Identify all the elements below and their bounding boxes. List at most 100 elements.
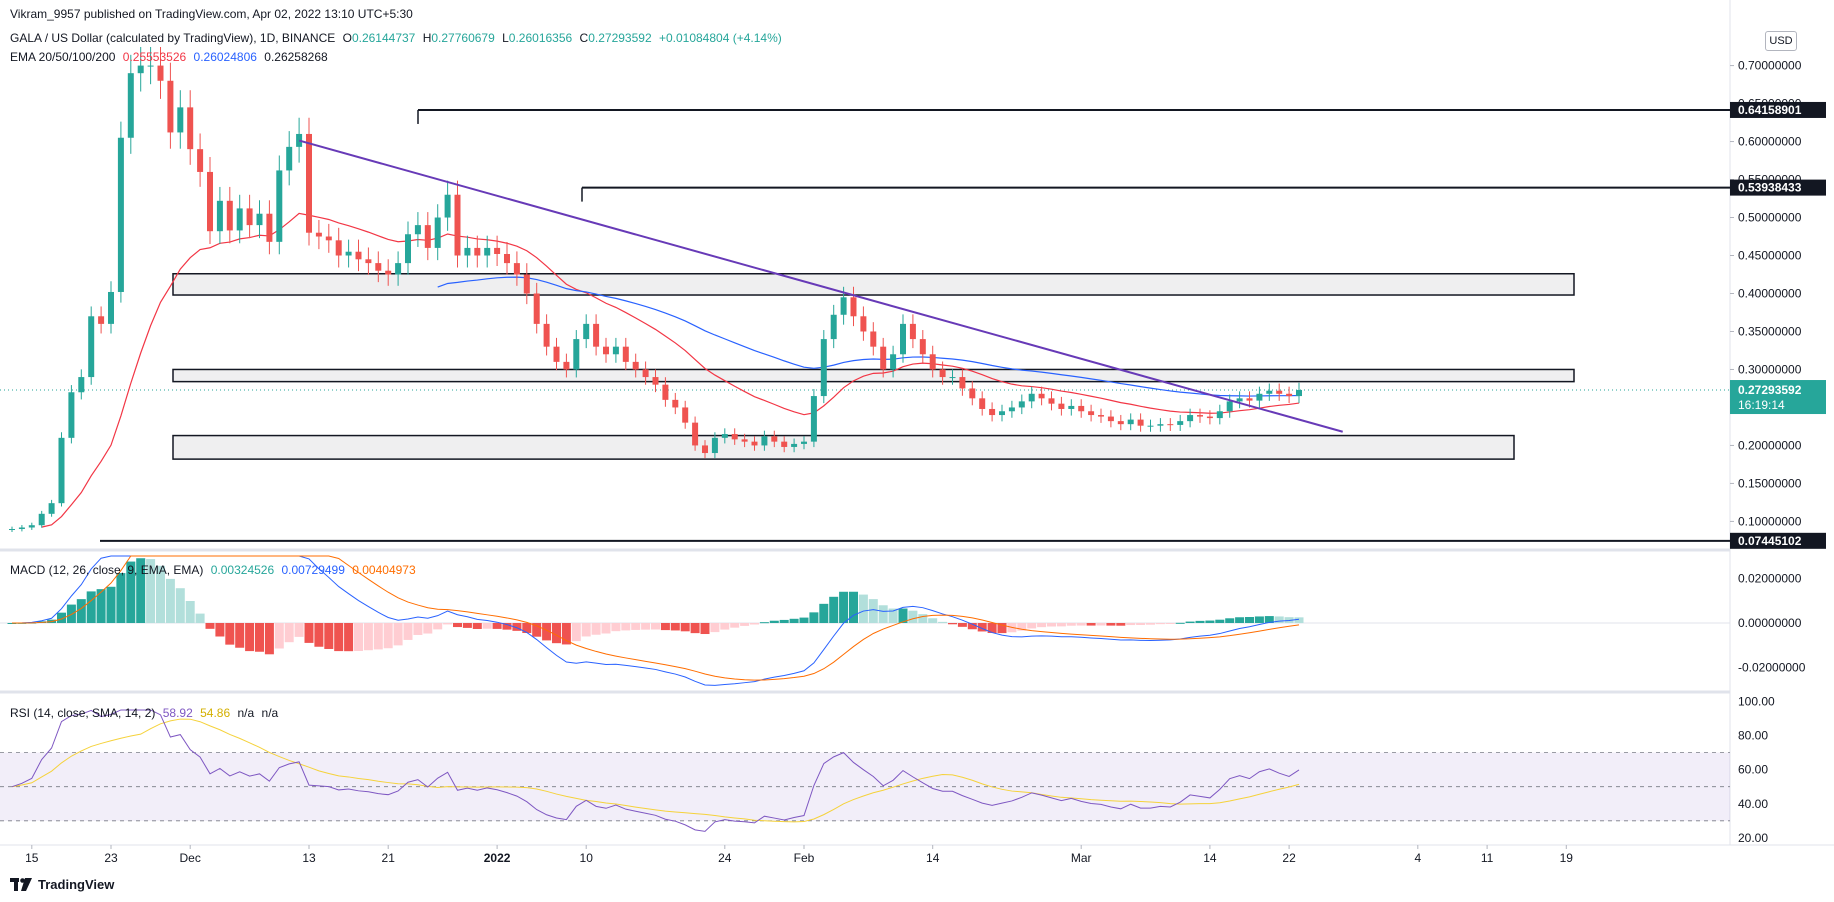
candle-body bbox=[108, 291, 114, 324]
candle-body bbox=[949, 377, 956, 379]
macd-histogram-bar bbox=[938, 621, 948, 623]
macd-histogram-bar bbox=[522, 623, 532, 634]
candle-body bbox=[325, 236, 332, 241]
low-value: 0.26016356 bbox=[508, 31, 573, 45]
publisher-line: Vikram_9957 published on TradingView.com… bbox=[10, 7, 413, 21]
macd-histogram-bar bbox=[651, 623, 660, 630]
macd-histogram-bar bbox=[66, 604, 76, 623]
candle-body bbox=[98, 316, 105, 324]
rsi-title[interactable]: RSI (14, close, SMA, 14, 2) bbox=[10, 706, 156, 720]
candle-body bbox=[474, 247, 481, 256]
macd-histogram-bar bbox=[769, 620, 779, 623]
candle-body bbox=[1028, 393, 1035, 402]
candle-body bbox=[999, 411, 1005, 416]
macd-histogram-bar bbox=[383, 623, 393, 649]
candle-body bbox=[771, 436, 778, 442]
macd-histogram-bar bbox=[542, 623, 552, 641]
time-tick-label: 23 bbox=[104, 851, 118, 865]
candle-body bbox=[890, 354, 897, 370]
currency-button[interactable]: USD bbox=[1765, 31, 1797, 51]
macd-histogram-bar bbox=[1264, 616, 1274, 623]
macd-histogram-bar bbox=[76, 599, 86, 623]
candle-body bbox=[662, 384, 669, 400]
macd-histogram-bar bbox=[413, 623, 423, 635]
rsi-ma-value: 54.86 bbox=[200, 706, 231, 720]
macd-histogram-bar bbox=[344, 623, 354, 652]
candle-body bbox=[929, 354, 936, 370]
candle-body bbox=[1008, 407, 1015, 412]
macd-histogram-bar bbox=[641, 623, 651, 630]
time-tick-label: 14 bbox=[1203, 851, 1217, 865]
macd-histogram-bar bbox=[512, 623, 522, 631]
rsi-ma-line bbox=[11, 718, 1300, 823]
candle-body bbox=[1256, 393, 1263, 401]
macd-histogram-bar bbox=[462, 623, 472, 628]
symbol-name[interactable]: GALA / US Dollar (calculated by TradingV… bbox=[10, 31, 336, 45]
candle-body bbox=[1127, 419, 1134, 425]
macd-histogram-bar bbox=[136, 558, 146, 623]
ema-value-2: 0.26024806 bbox=[193, 50, 257, 64]
ema-label[interactable]: EMA 20/50/100/200 bbox=[10, 50, 116, 64]
candle-body bbox=[335, 240, 342, 256]
candle-body bbox=[1088, 411, 1095, 416]
macd-histogram-bar bbox=[205, 623, 215, 629]
candle-body bbox=[385, 270, 392, 275]
macd-histogram-bar bbox=[1146, 623, 1155, 625]
candle-body bbox=[622, 346, 629, 362]
macd-histogram-bar bbox=[1017, 623, 1027, 631]
candle-body bbox=[246, 208, 253, 226]
time-tick-label: 15 bbox=[25, 851, 39, 865]
candle-body bbox=[820, 339, 827, 397]
candle-body bbox=[721, 434, 728, 438]
macd-histogram-bar bbox=[621, 623, 631, 631]
candle-body bbox=[1216, 411, 1223, 419]
macd-histogram-bar bbox=[849, 591, 858, 623]
candle-body bbox=[236, 208, 243, 231]
macd-histogram-bar bbox=[1066, 623, 1076, 626]
macd-histogram-bar bbox=[829, 596, 839, 623]
time-tick-label: Feb bbox=[794, 851, 815, 865]
rsi-tick-label: 80.00 bbox=[1738, 729, 1768, 743]
candle-body bbox=[58, 437, 65, 504]
time-tick-label: 2022 bbox=[484, 851, 511, 865]
brand-footer: TradingView bbox=[10, 877, 114, 892]
macd-histogram-bar bbox=[987, 623, 997, 634]
candle-body bbox=[781, 441, 788, 447]
candle-body bbox=[28, 525, 35, 528]
macd-histogram-bar bbox=[1047, 623, 1056, 627]
horizontal-levels bbox=[0, 108, 1730, 542]
macd-histogram-bar bbox=[1205, 620, 1215, 623]
candle-body bbox=[167, 80, 174, 133]
support-resistance-zones bbox=[172, 272, 1575, 460]
candle-body bbox=[365, 259, 372, 264]
macd-histogram-bar bbox=[255, 623, 264, 652]
rsi-tick-label: 100.00 bbox=[1738, 694, 1775, 708]
candle-body bbox=[414, 225, 421, 235]
candlesticks bbox=[9, 46, 1302, 533]
candle-body bbox=[563, 361, 570, 370]
macd-histogram-bar bbox=[185, 601, 195, 623]
macd-histogram-bar bbox=[146, 559, 156, 623]
macd-histogram-bar bbox=[581, 623, 591, 637]
candle-body bbox=[533, 293, 540, 324]
macd-tick-label: 0.00000000 bbox=[1738, 616, 1802, 630]
macd-histogram-bar bbox=[1195, 620, 1205, 623]
macd-histogram-bar bbox=[373, 623, 383, 650]
level-badge-label: 0.53938433 bbox=[1738, 181, 1802, 195]
macd-histogram-bar bbox=[86, 591, 96, 623]
candle-body bbox=[523, 274, 530, 294]
level-badge-label: 0.64158901 bbox=[1738, 103, 1802, 117]
time-axis: 15 23 Dec 13 21 2022 10 24 Feb 14 Mar 14 22 4 11 19 bbox=[25, 845, 1573, 865]
ema-legend: EMA 20/50/100/200 0.25553526 0.26024806 … bbox=[10, 50, 332, 64]
candle-body bbox=[38, 513, 45, 526]
candle-body bbox=[989, 408, 996, 416]
macd-histogram-bar bbox=[304, 623, 314, 643]
macd-title[interactable]: MACD (12, 26, close, 9, EMA, EMA) bbox=[10, 563, 204, 577]
macd-histogram-bar bbox=[1126, 623, 1136, 626]
price-tick-label: 0.45000000 bbox=[1738, 249, 1802, 263]
macd-histogram-bar bbox=[948, 623, 957, 625]
macd-histogram-bar bbox=[660, 623, 670, 631]
candle-body bbox=[830, 314, 837, 340]
macd-histogram-bar bbox=[235, 623, 245, 648]
